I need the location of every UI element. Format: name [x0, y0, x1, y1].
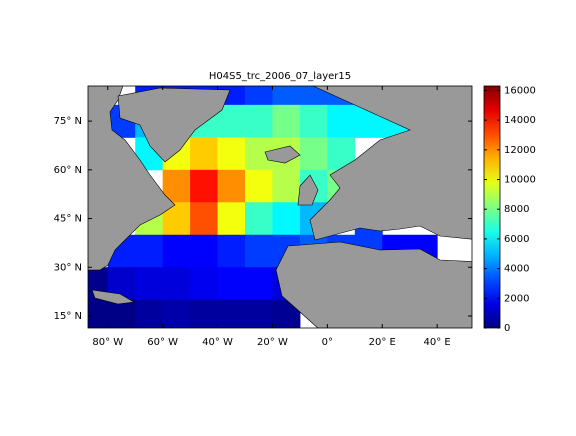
data-cell [327, 104, 356, 138]
data-cell [135, 234, 164, 268]
data-cell [162, 299, 191, 328]
colorbar-tick-label: 8000 [504, 204, 529, 215]
data-cell [299, 104, 328, 138]
colorbar-tick-label: 12000 [504, 145, 536, 156]
data-cell [162, 267, 191, 301]
colorbar [483, 85, 501, 329]
x-tick-label: 80° W [92, 337, 123, 348]
europe-asia [309, 86, 472, 241]
data-cell [217, 234, 246, 268]
colorbar-tick-label: 10000 [504, 175, 536, 186]
y-tick-label: 45° N [54, 214, 82, 225]
colorbar-tick-label: 0 [504, 323, 510, 334]
data-cell [217, 299, 246, 328]
data-cell [245, 169, 273, 203]
y-tick-label: 75° N [54, 116, 82, 127]
data-cell [272, 169, 301, 203]
africa [275, 241, 472, 328]
colorbar-tick-label: 16000 [504, 85, 536, 96]
data-cell [162, 234, 191, 268]
data-cell [299, 86, 328, 106]
plot-frame [87, 85, 473, 329]
british-isles [297, 174, 319, 206]
data-cell [217, 104, 246, 138]
data-cell [272, 104, 301, 138]
greenland [117, 87, 231, 163]
data-cell [245, 234, 273, 268]
caribbean [91, 289, 135, 305]
data-cell [190, 234, 219, 268]
data-cell [245, 202, 273, 236]
data-cell [245, 86, 273, 106]
y-tick-label: 30° N [54, 262, 82, 273]
x-tick-label: 40° W [202, 337, 233, 348]
data-cell [299, 137, 328, 171]
data-cell [190, 137, 219, 171]
data-cell [217, 137, 246, 171]
chart-title: H04S5_trc_2006_07_layer15 [209, 71, 351, 82]
data-cell [190, 169, 219, 203]
colorbar-tick-label: 6000 [504, 234, 529, 245]
north-america [88, 86, 176, 271]
data-cell [217, 202, 246, 236]
data-cell [245, 104, 273, 138]
data-cell [135, 299, 164, 328]
x-tick-label: 20° E [369, 337, 396, 348]
data-cell [272, 86, 301, 106]
land [88, 86, 472, 328]
colorbar-tick-label: 2000 [504, 293, 529, 304]
x-tick-label: 40° E [424, 337, 451, 348]
data-cell [88, 299, 109, 328]
data-cell [217, 169, 246, 203]
colorbar-tick-label: 14000 [504, 115, 536, 126]
x-tick-label: 60° W [147, 337, 178, 348]
iceland [264, 145, 301, 164]
data-cell [190, 202, 219, 236]
data-cell [217, 267, 246, 301]
data-cell [190, 299, 219, 328]
data-cell [245, 299, 273, 328]
data-cell [190, 267, 219, 301]
data-cell [135, 267, 164, 301]
x-tick-label: 20° W [257, 337, 288, 348]
y-tick-label: 60° N [54, 165, 82, 176]
x-tick-label: 0° [322, 337, 333, 348]
colorbar-tick-label: 4000 [504, 264, 529, 275]
y-tick-label: 15° N [54, 311, 82, 322]
data-cell [272, 202, 301, 236]
data-cell [107, 299, 136, 328]
data-cell [245, 267, 273, 301]
